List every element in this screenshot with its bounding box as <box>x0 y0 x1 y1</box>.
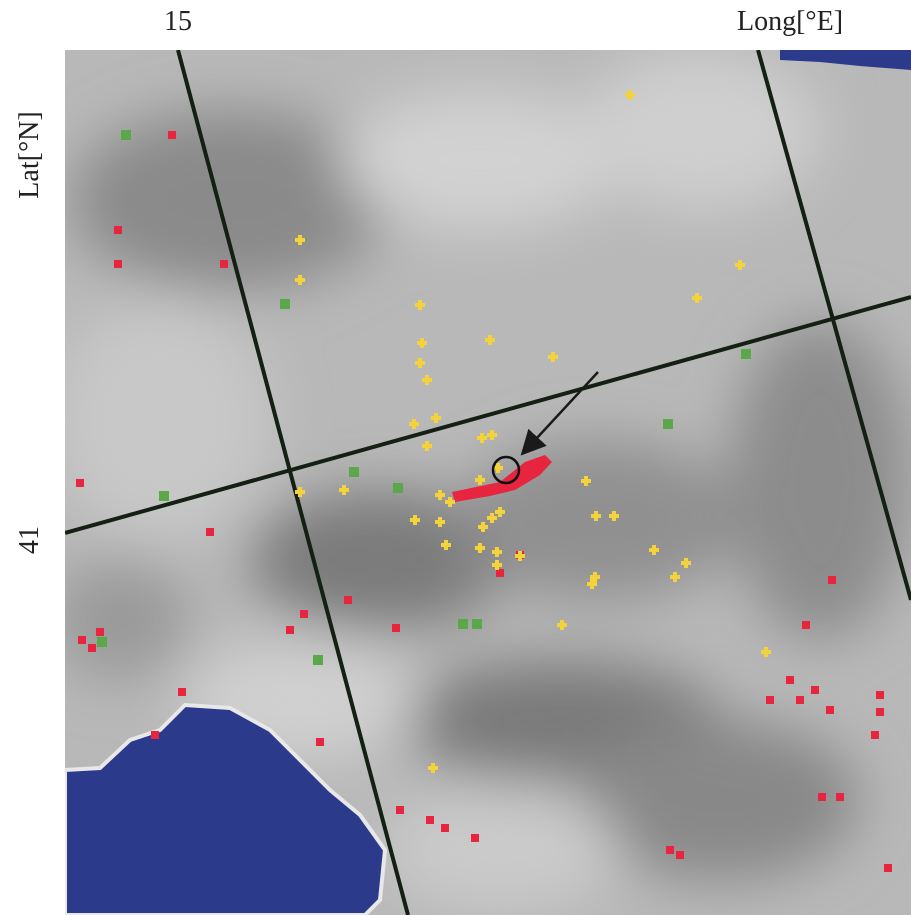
fire-pixel <box>828 576 836 584</box>
green-pixel <box>313 655 323 665</box>
green-pixel <box>663 419 673 429</box>
fire-pixel <box>88 644 96 652</box>
fire-pixel <box>876 691 884 699</box>
fire-pixel <box>168 131 176 139</box>
fire-pixel <box>802 621 810 629</box>
green-pixel <box>349 467 359 477</box>
fire-pixel <box>811 686 819 694</box>
page: 15 Long[°E] Lat[°N] 41 (() => { <box>0 0 911 915</box>
fire-pixel <box>876 708 884 716</box>
fire-pixel <box>786 676 794 684</box>
latitude-tick: 41 <box>14 526 45 554</box>
fire-pixel <box>396 806 404 814</box>
fire-pixel <box>76 479 84 487</box>
fire-pixel <box>300 610 308 618</box>
green-pixel <box>393 483 403 493</box>
fire-pixel <box>796 696 804 704</box>
fire-pixel <box>471 834 479 842</box>
map-figure: 15 Long[°E] Lat[°N] 41 <box>0 0 911 915</box>
fire-pixel <box>818 793 826 801</box>
fire-pixel <box>441 824 449 832</box>
green-pixel <box>741 349 751 359</box>
green-pixel <box>280 299 290 309</box>
fire-pixel <box>316 738 324 746</box>
fire-pixel <box>836 793 844 801</box>
fire-pixel <box>220 260 228 268</box>
fire-pixel <box>426 816 434 824</box>
green-pixel <box>97 637 107 647</box>
longitude-tick: 15 <box>164 6 192 37</box>
green-pixel <box>159 491 169 501</box>
fire-pixel <box>78 636 86 644</box>
fire-pixel <box>676 851 684 859</box>
fire-pixel <box>496 569 504 577</box>
fire-pixel <box>826 706 834 714</box>
fire-pixel <box>871 731 879 739</box>
fire-pixel <box>151 731 159 739</box>
fire-pixel <box>178 688 186 696</box>
fire-pixel <box>96 628 104 636</box>
green-pixel <box>458 619 468 629</box>
fire-pixel <box>206 528 214 536</box>
fire-pixel <box>766 696 774 704</box>
green-pixel <box>472 619 482 629</box>
fire-pixel <box>392 624 400 632</box>
fire-pixel <box>114 226 122 234</box>
latitude-axis-label: Lat[°N] <box>14 111 45 198</box>
fire-pixel <box>286 626 294 634</box>
fire-pixel <box>884 864 892 872</box>
fire-pixel <box>666 846 674 854</box>
fire-pixel <box>344 596 352 604</box>
fire-pixel <box>114 260 122 268</box>
longitude-axis-label: Long[°E] <box>737 6 843 37</box>
map-area <box>50 50 911 915</box>
green-pixel <box>121 130 131 140</box>
